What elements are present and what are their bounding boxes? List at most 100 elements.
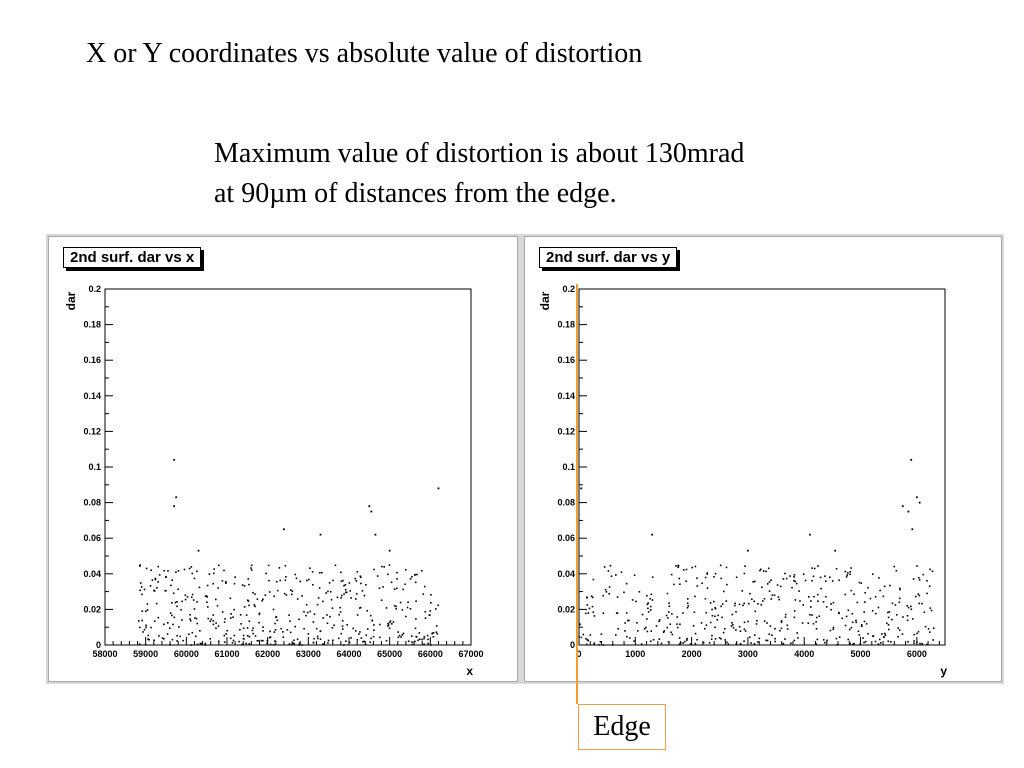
data-point <box>276 589 279 592</box>
data-point <box>176 605 178 608</box>
data-point <box>172 592 175 595</box>
data-point <box>382 586 384 588</box>
data-point <box>795 582 798 585</box>
data-point <box>389 621 391 624</box>
data-point <box>685 568 688 571</box>
data-point <box>725 566 728 569</box>
data-point <box>602 612 605 614</box>
data-point <box>181 619 183 621</box>
data-point <box>409 578 412 580</box>
data-point <box>720 605 722 608</box>
data-point <box>166 622 169 624</box>
x-tick-label: 67000 <box>458 649 483 659</box>
data-point <box>703 627 706 630</box>
data-point <box>355 598 357 600</box>
data-point <box>313 637 315 640</box>
data-point <box>212 623 215 626</box>
data-point <box>221 611 224 613</box>
data-point <box>158 635 160 637</box>
data-point <box>401 634 404 636</box>
data-point <box>616 596 619 598</box>
x-tick-label: 59000 <box>133 649 158 659</box>
data-point <box>845 615 848 618</box>
data-point <box>176 640 178 642</box>
data-point <box>264 594 267 596</box>
data-point <box>611 644 614 646</box>
data-point <box>592 611 595 614</box>
data-point <box>864 591 866 594</box>
data-point <box>421 569 423 572</box>
data-point <box>243 585 246 587</box>
data-point <box>887 640 890 643</box>
data-point <box>193 577 196 580</box>
edge-label-box: Edge <box>578 704 666 750</box>
data-point <box>246 634 249 637</box>
data-point <box>884 632 886 635</box>
data-point <box>647 602 649 604</box>
data-point <box>704 576 707 579</box>
data-point <box>677 564 680 567</box>
data-point <box>658 620 660 623</box>
data-point <box>784 572 786 575</box>
data-point <box>266 639 269 642</box>
data-point <box>796 632 798 634</box>
data-point <box>921 602 923 605</box>
x-tick-label: 6000 <box>907 649 927 659</box>
data-point <box>864 640 867 643</box>
data-point <box>872 635 875 637</box>
data-point <box>142 631 144 633</box>
data-point <box>217 640 220 643</box>
y-tick-label: 0.2 <box>562 284 575 294</box>
data-point <box>670 573 673 576</box>
data-point <box>785 577 788 580</box>
data-point <box>204 642 207 645</box>
data-point <box>668 605 671 608</box>
data-point <box>166 633 169 635</box>
outlier-point <box>808 533 811 536</box>
data-point <box>804 579 807 582</box>
data-point <box>174 601 177 604</box>
data-point <box>177 588 179 591</box>
data-point <box>217 587 219 589</box>
data-point <box>911 618 914 620</box>
histogram-title-x[interactable]: 2nd surf. dar vs x <box>63 247 202 268</box>
histogram-title-y[interactable]: 2nd surf. dar vs y <box>539 247 678 268</box>
data-point <box>340 580 343 583</box>
data-point <box>361 590 364 592</box>
data-point <box>724 639 727 641</box>
data-point <box>267 564 270 567</box>
data-point <box>721 603 724 605</box>
data-point <box>139 626 141 629</box>
data-point <box>273 595 275 598</box>
data-point <box>910 608 913 611</box>
data-point <box>175 571 177 573</box>
data-point <box>829 576 831 579</box>
outlier-point <box>918 501 921 504</box>
data-point <box>393 604 396 607</box>
data-point <box>340 597 342 599</box>
data-point <box>667 641 670 643</box>
data-point <box>418 638 421 640</box>
data-point <box>899 588 901 591</box>
data-point <box>292 642 295 645</box>
data-point <box>364 643 367 646</box>
x-tick-label: 63000 <box>296 649 321 659</box>
y-tick-label: 0.14 <box>557 391 575 401</box>
data-point <box>815 621 817 623</box>
data-point <box>183 568 186 571</box>
data-point <box>932 627 935 629</box>
data-point <box>429 610 432 612</box>
data-point <box>373 568 375 571</box>
data-point <box>359 631 361 633</box>
data-point <box>276 619 279 622</box>
data-point <box>402 632 405 635</box>
data-point <box>643 627 646 630</box>
data-point <box>256 639 259 642</box>
data-point <box>229 637 232 640</box>
data-point <box>686 598 689 600</box>
x-axis-label: x <box>466 664 473 678</box>
data-point <box>879 589 881 592</box>
data-point <box>298 618 300 621</box>
data-point <box>215 627 217 630</box>
data-point <box>388 564 391 566</box>
